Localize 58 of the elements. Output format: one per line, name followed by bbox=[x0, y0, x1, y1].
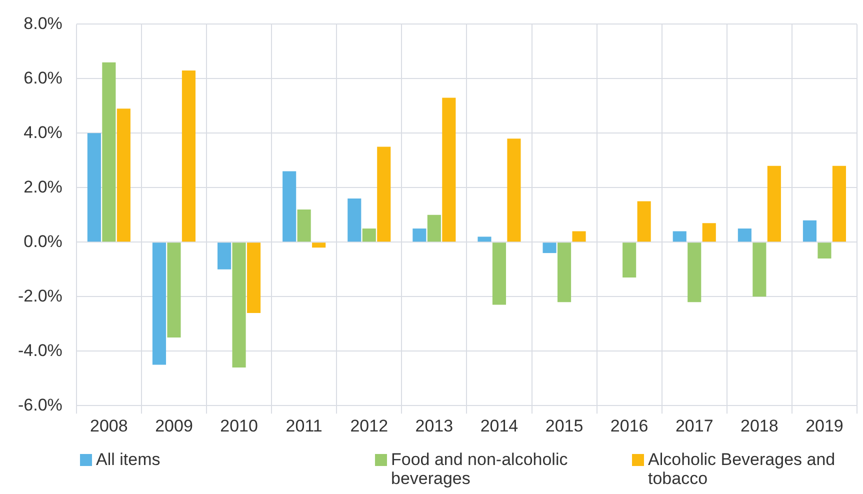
bar bbox=[492, 242, 506, 305]
bar bbox=[478, 236, 492, 242]
bar bbox=[572, 231, 586, 242]
bar bbox=[116, 108, 130, 242]
x-tick-label: 2016 bbox=[610, 416, 648, 436]
bar bbox=[232, 242, 246, 368]
bar bbox=[312, 242, 326, 248]
x-tick-label: 2019 bbox=[806, 416, 844, 436]
y-tick-label: 2.0% bbox=[24, 177, 62, 196]
bar bbox=[167, 242, 181, 338]
bar bbox=[802, 220, 817, 242]
bar bbox=[218, 242, 232, 270]
x-tick-label: 2009 bbox=[155, 416, 193, 436]
bar bbox=[182, 70, 196, 242]
bar bbox=[297, 209, 311, 242]
bar bbox=[542, 242, 556, 254]
x-tick-label: 2014 bbox=[480, 416, 518, 436]
y-tick-label: 4.0% bbox=[24, 122, 62, 142]
bar bbox=[348, 198, 362, 242]
bar bbox=[152, 242, 166, 365]
x-tick-label: 2018 bbox=[740, 416, 778, 436]
bar bbox=[557, 242, 572, 302]
x-tick-label: 2015 bbox=[545, 416, 584, 436]
bar bbox=[672, 231, 686, 242]
bar bbox=[282, 171, 296, 242]
bar bbox=[377, 146, 391, 242]
bar bbox=[246, 242, 261, 313]
x-tick-label: 2017 bbox=[675, 416, 714, 436]
bar bbox=[427, 214, 441, 242]
bar bbox=[688, 242, 702, 302]
bar bbox=[622, 242, 636, 278]
bar bbox=[818, 242, 832, 258]
bar bbox=[832, 166, 846, 242]
x-tick-label: 2011 bbox=[286, 416, 322, 436]
x-tick-label: 2010 bbox=[220, 416, 258, 436]
y-tick-label: 8.0% bbox=[24, 14, 62, 33]
x-tick-label: 2008 bbox=[90, 416, 128, 436]
bar bbox=[507, 138, 521, 242]
legend-label: Alcoholic Beverages and tobacco bbox=[648, 450, 836, 488]
bar bbox=[412, 228, 426, 242]
x-tick-label: 2013 bbox=[415, 416, 454, 436]
y-tick-label: -2.0% bbox=[18, 286, 62, 306]
bar bbox=[362, 228, 376, 242]
y-tick-label: -4.0% bbox=[18, 340, 62, 360]
y-tick-label: -6.0% bbox=[18, 395, 62, 414]
bar bbox=[637, 201, 651, 242]
bar bbox=[767, 166, 781, 242]
bar bbox=[752, 242, 766, 297]
legend-label: All items bbox=[96, 450, 160, 469]
y-tick-label: 0.0% bbox=[24, 232, 62, 251]
bar bbox=[442, 98, 456, 242]
bar bbox=[102, 62, 116, 242]
bar bbox=[738, 228, 752, 242]
legend-label: Food and non-alcoholic beverages bbox=[391, 450, 569, 488]
bar bbox=[702, 223, 716, 242]
x-tick-label: 2012 bbox=[350, 416, 388, 436]
y-tick-label: 6.0% bbox=[24, 68, 62, 88]
bar bbox=[87, 133, 101, 242]
